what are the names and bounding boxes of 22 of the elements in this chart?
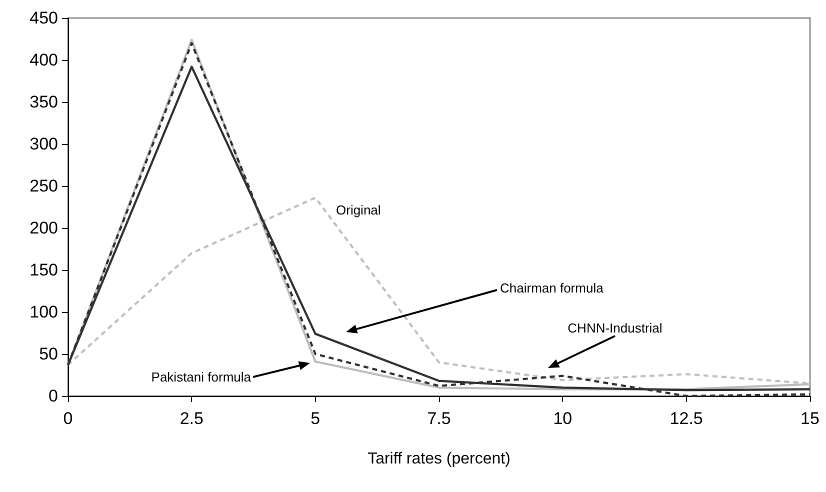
y-tick-label: 0 bbox=[48, 386, 58, 406]
annotation: Chairman formula bbox=[500, 280, 604, 296]
y-tick-label: 150 bbox=[30, 260, 58, 280]
y-tick-label: 400 bbox=[30, 50, 58, 70]
y-tick-label: 300 bbox=[30, 134, 58, 154]
x-tick-label: 10 bbox=[553, 409, 572, 428]
x-tick-label: 5 bbox=[310, 409, 320, 428]
annotation: Original bbox=[336, 202, 381, 218]
x-tick-label: 12.5 bbox=[670, 409, 703, 428]
y-tick-label: 450 bbox=[30, 8, 58, 28]
annotation: CHNN-Industrial bbox=[568, 320, 662, 336]
y-tick-label: 100 bbox=[30, 302, 58, 322]
y-tick-label: 250 bbox=[30, 176, 58, 196]
y-tick-label: 350 bbox=[30, 92, 58, 112]
x-tick-label: 15 bbox=[800, 409, 820, 428]
y-tick-label: 200 bbox=[30, 218, 58, 238]
x-axis-title: Tariff rates (percent) bbox=[368, 450, 510, 468]
x-tick-label: 2.5 bbox=[180, 409, 204, 428]
annotation: Pakistani formula bbox=[151, 370, 252, 384]
x-tick-label: 7.5 bbox=[427, 409, 451, 428]
y-tick-label: 50 bbox=[39, 344, 58, 364]
x-tick-label: 0 bbox=[63, 409, 73, 428]
